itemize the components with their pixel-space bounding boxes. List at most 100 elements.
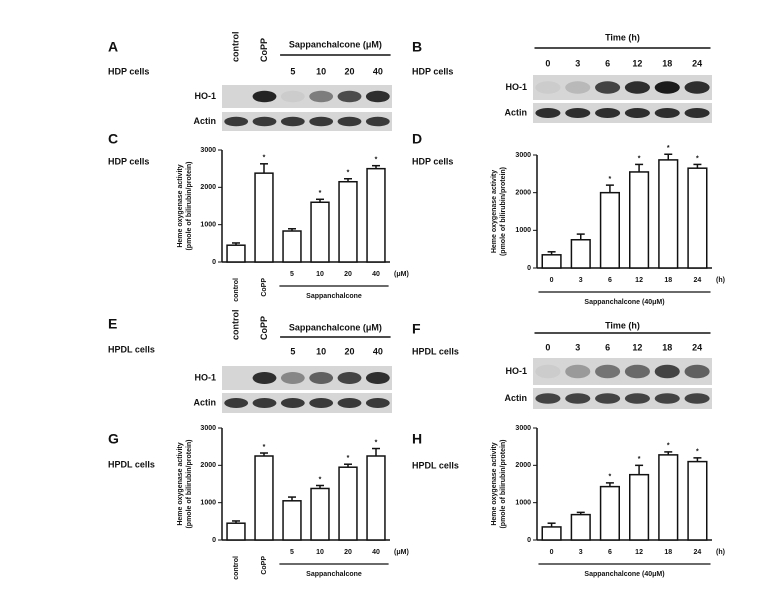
band — [309, 90, 334, 103]
bar — [226, 244, 246, 263]
band — [684, 364, 710, 379]
x-tick-label: 6 — [608, 549, 612, 556]
band — [565, 393, 591, 404]
cell-label: HPDL cells — [412, 346, 459, 356]
lane-label: 40 — [373, 346, 383, 356]
cell-label: HDP cells — [412, 66, 453, 76]
band — [365, 90, 390, 103]
y-axis-label: Heme oxygenase activity — [177, 164, 184, 247]
panel-letter: C — [108, 131, 118, 147]
bar — [366, 167, 386, 263]
x-tick-label: CoPP — [261, 278, 268, 297]
band — [684, 81, 710, 94]
row-label: Actin — [505, 107, 528, 117]
bar — [282, 500, 302, 541]
y-axis-label: (pmole of bilirubin/protein) — [500, 167, 507, 256]
lane-label: 10 — [316, 346, 326, 356]
band — [654, 108, 680, 118]
x-group-label: Sappanchalcone (40μM) — [584, 571, 664, 578]
x-tick-label: 3 — [579, 549, 583, 556]
significance-mark: * — [696, 449, 699, 456]
x-tick-label: 10 — [316, 549, 324, 556]
bar — [282, 230, 302, 263]
x-tick-label: 12 — [635, 277, 643, 284]
y-tick-label: 2000 — [515, 190, 531, 197]
y-tick-label: 1000 — [200, 500, 216, 507]
y-tick-label: 0 — [212, 259, 216, 266]
x-tick-label: 18 — [664, 277, 672, 284]
lane-label: 3 — [575, 342, 580, 352]
y-tick-label: 1000 — [515, 227, 531, 234]
y-tick-label: 2000 — [515, 462, 531, 469]
band — [280, 116, 305, 127]
band — [224, 398, 249, 408]
lane-label: 12 — [632, 342, 642, 352]
bar — [687, 460, 708, 541]
y-tick-label: 1000 — [515, 500, 531, 507]
x-tick-label: 10 — [316, 271, 324, 278]
significance-mark: * — [263, 155, 266, 162]
bar — [629, 473, 650, 541]
bar — [310, 201, 330, 263]
bar — [687, 167, 708, 269]
band — [624, 81, 650, 94]
x-tick-label: 3 — [579, 277, 583, 284]
band — [535, 81, 561, 94]
y-tick-label: 3000 — [515, 152, 531, 159]
bar — [254, 172, 274, 263]
band — [565, 108, 591, 118]
y-tick-label: 2000 — [200, 462, 216, 469]
x-unit: (h) — [716, 549, 725, 556]
y-tick-label: 0 — [527, 265, 531, 272]
blot-strip — [533, 358, 712, 385]
blot-strip — [222, 366, 392, 390]
band — [309, 372, 334, 384]
bar — [338, 466, 358, 541]
row-label: HO-1 — [194, 91, 216, 101]
panel-letter: E — [108, 316, 117, 332]
x-tick-label: 5 — [290, 549, 294, 556]
lane-label: 5 — [290, 346, 295, 356]
band — [624, 364, 650, 379]
lane-label: 24 — [692, 58, 702, 68]
y-axis-label: Heme oxygenase activity — [491, 170, 498, 253]
x-tick-label: 40 — [372, 271, 380, 278]
bar — [541, 254, 562, 269]
y-tick-label: 3000 — [515, 425, 531, 432]
blot-strip — [533, 75, 712, 100]
lane-label: 18 — [662, 58, 672, 68]
band — [252, 398, 277, 408]
band — [535, 364, 561, 379]
significance-mark: * — [638, 456, 641, 463]
band — [624, 108, 650, 118]
band — [365, 116, 390, 127]
significance-mark: * — [638, 155, 641, 162]
group-title: Time (h) — [605, 32, 640, 42]
lane-label: CoPP — [259, 38, 269, 62]
lane-label: 3 — [575, 58, 580, 68]
x-tick-label: 0 — [550, 549, 554, 556]
bar — [629, 171, 650, 269]
group-title: Time (h) — [605, 320, 640, 330]
row-label: Actin — [505, 393, 528, 403]
band — [337, 90, 362, 103]
significance-mark: * — [319, 190, 322, 197]
y-tick-label: 3000 — [200, 425, 216, 432]
band — [535, 393, 561, 404]
bar — [599, 191, 620, 269]
lane-label: 6 — [605, 58, 610, 68]
cell-label: HPDL cells — [108, 459, 155, 469]
x-group-label: Sappanchalcone — [306, 293, 362, 300]
significance-mark: * — [347, 170, 350, 177]
significance-mark: * — [263, 444, 266, 451]
bar — [338, 180, 358, 263]
y-axis-label: (pmole of bilirubin/protein) — [186, 439, 193, 528]
significance-mark: * — [375, 157, 378, 164]
x-tick-label: control — [233, 278, 240, 302]
panel-letter: A — [108, 39, 118, 55]
lane-label: 20 — [344, 66, 354, 76]
band — [595, 81, 621, 94]
band — [654, 81, 680, 94]
y-axis-label: (pmole of bilirubin/protein) — [186, 161, 193, 250]
